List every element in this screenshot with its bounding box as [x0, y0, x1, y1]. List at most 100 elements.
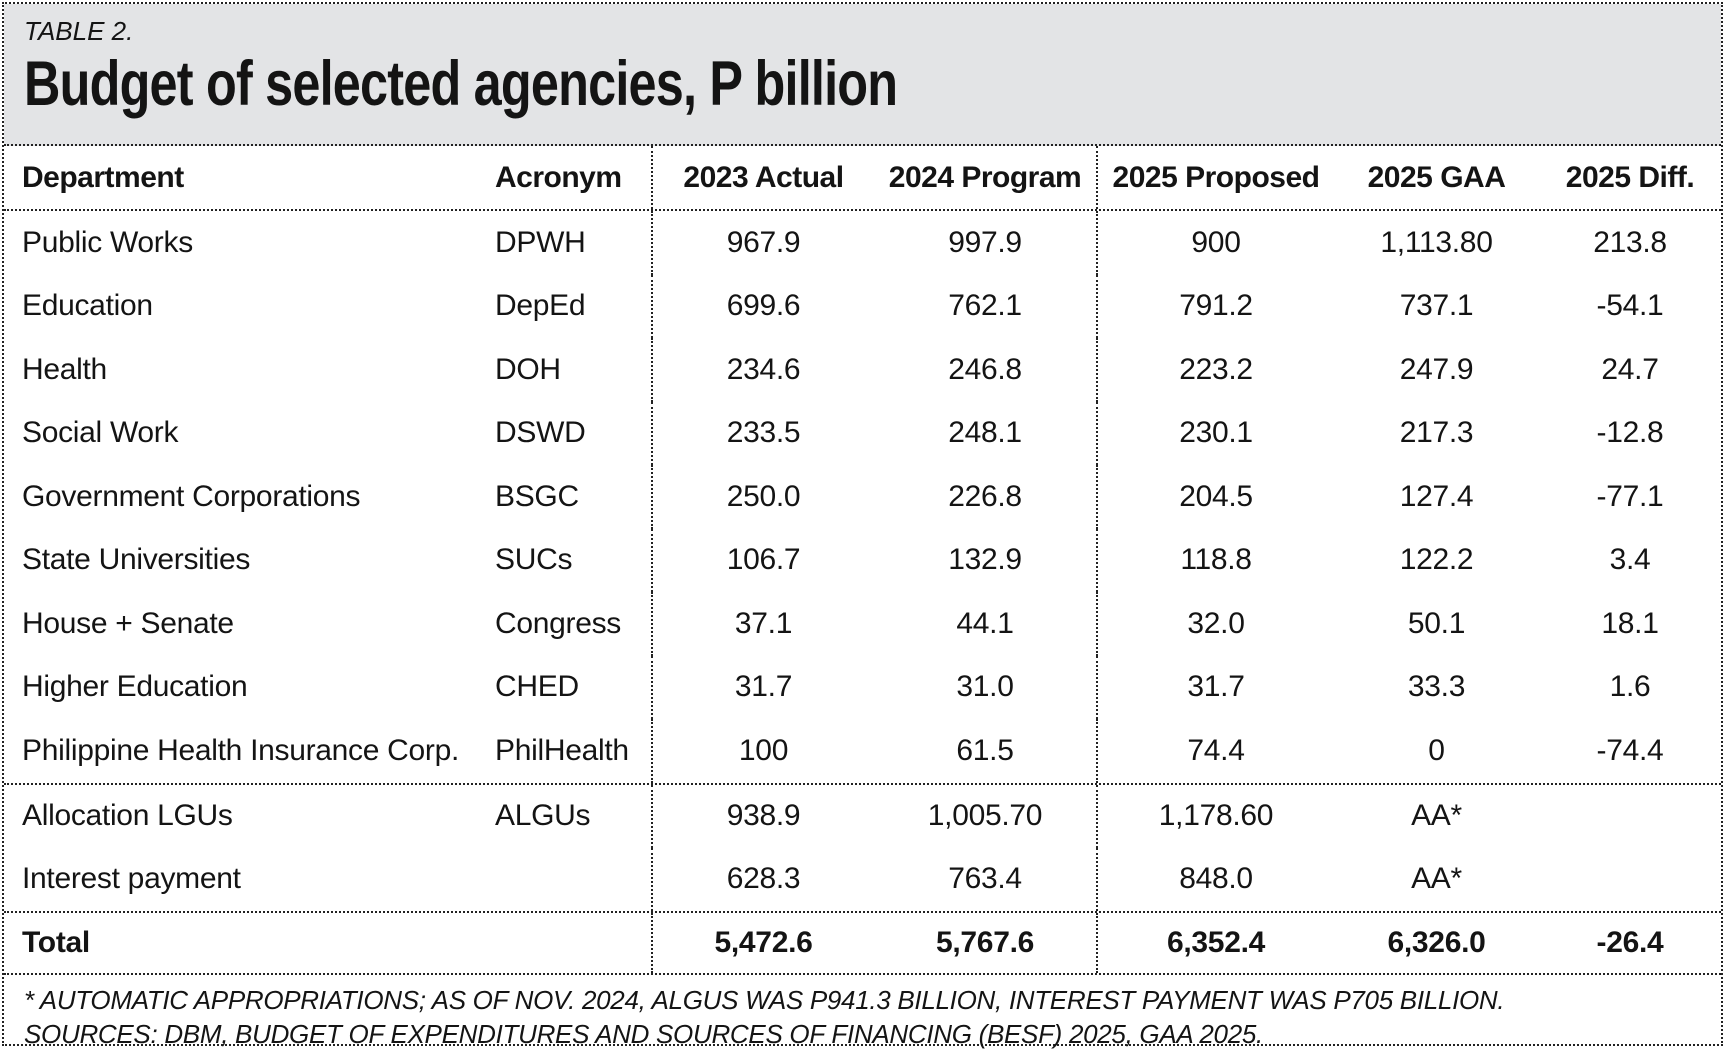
cell-acronym: [479, 848, 651, 911]
cell-2024-program: 246.8: [948, 352, 1022, 386]
cell-department: Health: [22, 352, 107, 386]
cell-2025-proposed: 31.7: [1096, 655, 1334, 719]
footnote-sources: SOURCES: DBM, BUDGET OF EXPENDITURES AND…: [24, 1018, 1263, 1049]
table-body: Public Works DPWH 967.9 997.9 900 1,113.80 213…: [4, 211, 1721, 783]
cell-2024-program: 44.1: [956, 606, 1014, 640]
cell-2025-gaa: 737.1: [1399, 289, 1474, 323]
cell-2025-proposed: 848.0: [1096, 847, 1334, 911]
cell-department: House + Senate: [22, 606, 234, 640]
cell-acronym: DPWH: [495, 225, 586, 259]
table-row: Allocation LGUs ALGUs 938.9 1,005.70 1,178.6…: [4, 784, 1721, 848]
cell-2024-program: 226.8: [948, 479, 1022, 513]
cell-total-label: Total: [22, 925, 90, 959]
cell-total-acronym: [479, 913, 651, 973]
cell-acronym: SUCs: [495, 543, 573, 577]
cell-2024-program: 248.1: [948, 416, 1022, 450]
cell-2025-proposed: 230.1: [1096, 401, 1334, 465]
cell-2024-program: 762.1: [948, 289, 1022, 323]
table-label: TABLE 2.: [24, 16, 134, 46]
column-header-2025-diff: 2025 Diff.: [1565, 160, 1695, 194]
cell-2025-gaa: 122.2: [1399, 543, 1474, 577]
cell-department: Philippine Health Insurance Corp.: [22, 733, 460, 767]
total-row: Total 5,472.6 5,767.6 6,352.4 6,326.0 -2…: [4, 910, 1721, 975]
cell-total-2023-actual: 5,472.6: [651, 912, 874, 973]
cell-2023-actual: 938.9: [651, 784, 874, 848]
cell-2025-diff: -12.8: [1596, 416, 1664, 450]
cell-2025-proposed: 74.4: [1096, 719, 1334, 783]
cell-2024-program: 132.9: [948, 543, 1022, 577]
cell-2025-gaa: AA*: [1411, 862, 1462, 895]
cell-department: Government Corporations: [22, 479, 361, 513]
cell-2024-program: 31.0: [956, 670, 1014, 704]
cell-2023-actual: 967.9: [651, 211, 874, 275]
table-row: Government Corporations BSGC 250.0 226.8 204…: [4, 465, 1721, 529]
cell-2023-actual: 106.7: [651, 528, 874, 592]
column-header-2023-actual: 2023 Actual: [651, 146, 874, 209]
table-title: Budget of selected agencies, P billion: [24, 49, 898, 119]
cell-department: Public Works: [22, 225, 193, 259]
cell-total-2024-program: 5,767.6: [936, 925, 1034, 959]
column-header-2025-gaa: 2025 GAA: [1367, 160, 1506, 194]
table-row: State Universities SUCs 106.7 132.9 118.8 122…: [4, 528, 1721, 592]
cell-2024-program: 61.5: [956, 733, 1014, 767]
cell-2025-diff: [1539, 848, 1721, 911]
cell-total-2025-diff: -26.4: [1596, 925, 1664, 959]
table-row: Public Works DPWH 967.9 997.9 900 1,113.80 213…: [4, 211, 1721, 275]
cell-department: Social Work: [22, 416, 179, 450]
cell-2023-actual: 37.1: [651, 592, 874, 656]
cell-acronym: Congress: [495, 606, 621, 640]
footnote-automatic-appropriations: * AUTOMATIC APPROPRIATIONS; AS OF NOV. 2…: [24, 984, 1505, 1015]
title-band: TABLE 2. Budget of selected agencies, P …: [4, 4, 1721, 146]
cell-2025-gaa: 50.1: [1407, 606, 1466, 640]
footnotes: * AUTOMATIC APPROPRIATIONS; AS OF NOV. 2…: [4, 975, 1721, 1051]
cell-2024-program: 1,005.70: [927, 799, 1043, 832]
cell-acronym: PhilHealth: [495, 733, 629, 767]
cell-2025-proposed: 791.2: [1096, 274, 1334, 338]
table-row: Higher Education CHED 31.7 31.0 31.7 33.3 1.6: [4, 655, 1721, 719]
cell-department: Interest payment: [22, 862, 241, 895]
table-row: Health DOH 234.6 246.8 223.2 247.9 24.7: [4, 338, 1721, 402]
cell-department: State Universities: [22, 543, 251, 577]
cell-department: Higher Education: [22, 670, 248, 704]
cell-2025-diff: -54.1: [1596, 289, 1664, 323]
table-row: House + Senate Congress 37.1 44.1 32.0 50.1 18…: [4, 592, 1721, 656]
cell-2025-gaa: 247.9: [1399, 352, 1474, 386]
cell-2025-proposed: 118.8: [1096, 528, 1334, 592]
cell-department: Allocation LGUs: [22, 799, 233, 832]
cell-2025-gaa: 127.4: [1399, 479, 1474, 513]
column-header-row: Department Acronym 2023 Actual 2024 Prog…: [4, 146, 1721, 211]
cell-2023-actual: 100: [651, 719, 874, 783]
cell-2025-gaa: 1,113.80: [1380, 225, 1493, 259]
cell-2023-actual: 699.6: [651, 274, 874, 338]
column-header-acronym: Acronym: [495, 160, 622, 194]
table-row: Philippine Health Insurance Corp. PhilHea…: [4, 719, 1721, 783]
cell-2025-gaa: 217.3: [1399, 416, 1474, 450]
cell-2025-diff: [1539, 785, 1721, 848]
cell-2025-gaa: 33.3: [1407, 670, 1466, 704]
cell-2023-actual: 31.7: [651, 655, 874, 719]
cell-2025-gaa: AA*: [1411, 799, 1462, 832]
cell-total-2025-proposed: 6,352.4: [1096, 912, 1334, 973]
cell-acronym: DepEd: [495, 289, 586, 323]
column-header-2025-proposed: 2025 Proposed: [1096, 146, 1334, 209]
cell-2024-program: 763.4: [948, 862, 1022, 895]
cell-2024-program: 997.9: [948, 225, 1022, 259]
automatic-appropriations-section: Allocation LGUs ALGUs 938.9 1,005.70 1,178.6…: [4, 782, 1721, 911]
cell-2025-diff: 1.6: [1609, 670, 1651, 704]
cell-acronym: CHED: [495, 670, 579, 704]
cell-2025-proposed: 1,178.60: [1096, 784, 1334, 848]
cell-2025-diff: 3.4: [1609, 543, 1651, 577]
column-header-department: Department: [22, 160, 184, 194]
table-row: Education DepEd 699.6 762.1 791.2 737.1 -54.1: [4, 274, 1721, 338]
cell-2025-diff: -74.4: [1596, 733, 1664, 767]
cell-2025-diff: 213.8: [1593, 225, 1667, 259]
cell-2025-diff: -77.1: [1596, 479, 1664, 513]
cell-2023-actual: 628.3: [651, 847, 874, 911]
cell-2023-actual: 234.6: [651, 338, 874, 402]
cell-2025-proposed: 32.0: [1096, 592, 1334, 656]
cell-acronym: DSWD: [495, 416, 586, 450]
cell-acronym: DOH: [495, 352, 561, 386]
cell-2025-proposed: 900: [1096, 211, 1334, 275]
cell-2025-proposed: 223.2: [1096, 338, 1334, 402]
